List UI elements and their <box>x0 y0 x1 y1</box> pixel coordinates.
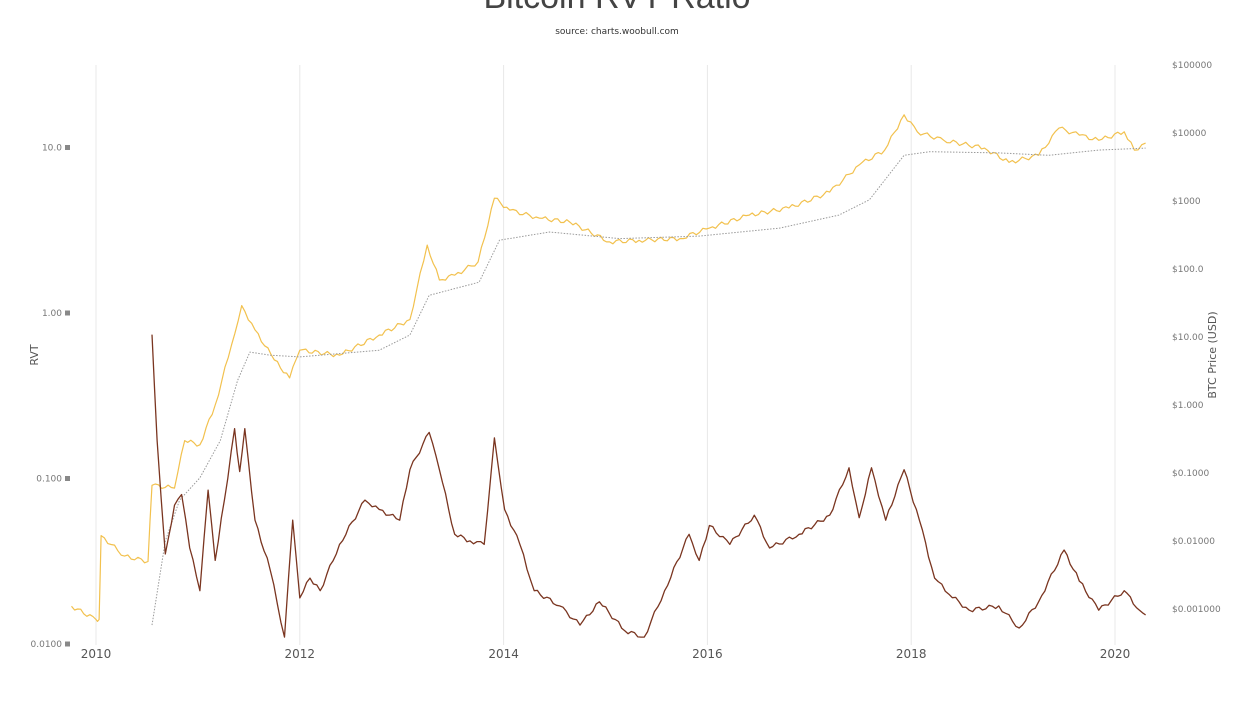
y2-tick-label: $1.000 <box>1172 401 1204 411</box>
series-line-btc-price <box>71 114 1146 622</box>
y-tick-marker <box>65 641 70 647</box>
y-tick-label: 0.0100 <box>31 640 63 650</box>
x-tick-label: 2018 <box>896 647 927 661</box>
x-tick-label: 2014 <box>488 647 519 661</box>
y2-tick-label: $10000 <box>1172 129 1207 139</box>
y-tick-marker <box>65 145 70 150</box>
y2-tick-label: $100.0 <box>1172 265 1204 275</box>
y-tick-marker <box>65 476 70 481</box>
y2-tick-label: $10.00 <box>1172 333 1204 343</box>
x-tick-label: 2016 <box>692 647 723 661</box>
y2-tick-label: $100000 <box>1172 61 1212 71</box>
series-line-realized-price <box>151 147 1146 626</box>
y2-tick-label: $0.001000 <box>1172 605 1221 615</box>
y2-tick-label: $0.1000 <box>1172 469 1209 479</box>
x-tick-label: 2012 <box>285 647 316 661</box>
y-tick-label: 1.00 <box>42 309 62 319</box>
y-tick-label: 0.100 <box>36 475 62 485</box>
chart-subtitle: source: charts.woobull.com <box>555 27 679 37</box>
y2-axis-label: BTC Price (USD) <box>1206 311 1219 398</box>
x-tick-label: 2020 <box>1100 647 1131 661</box>
series-line-rvt-ratio <box>151 334 1146 638</box>
y2-tick-label: $0.01000 <box>1172 537 1215 547</box>
y-tick-marker <box>65 310 70 316</box>
y-axis-label: RVT <box>28 344 41 366</box>
chart-title: Bitcoin RVT Ratio <box>0 0 1234 17</box>
y-tick-label: 10.0 <box>42 144 62 154</box>
y2-tick-label: $1000 <box>1172 197 1201 207</box>
x-tick-label: 2010 <box>81 647 112 661</box>
